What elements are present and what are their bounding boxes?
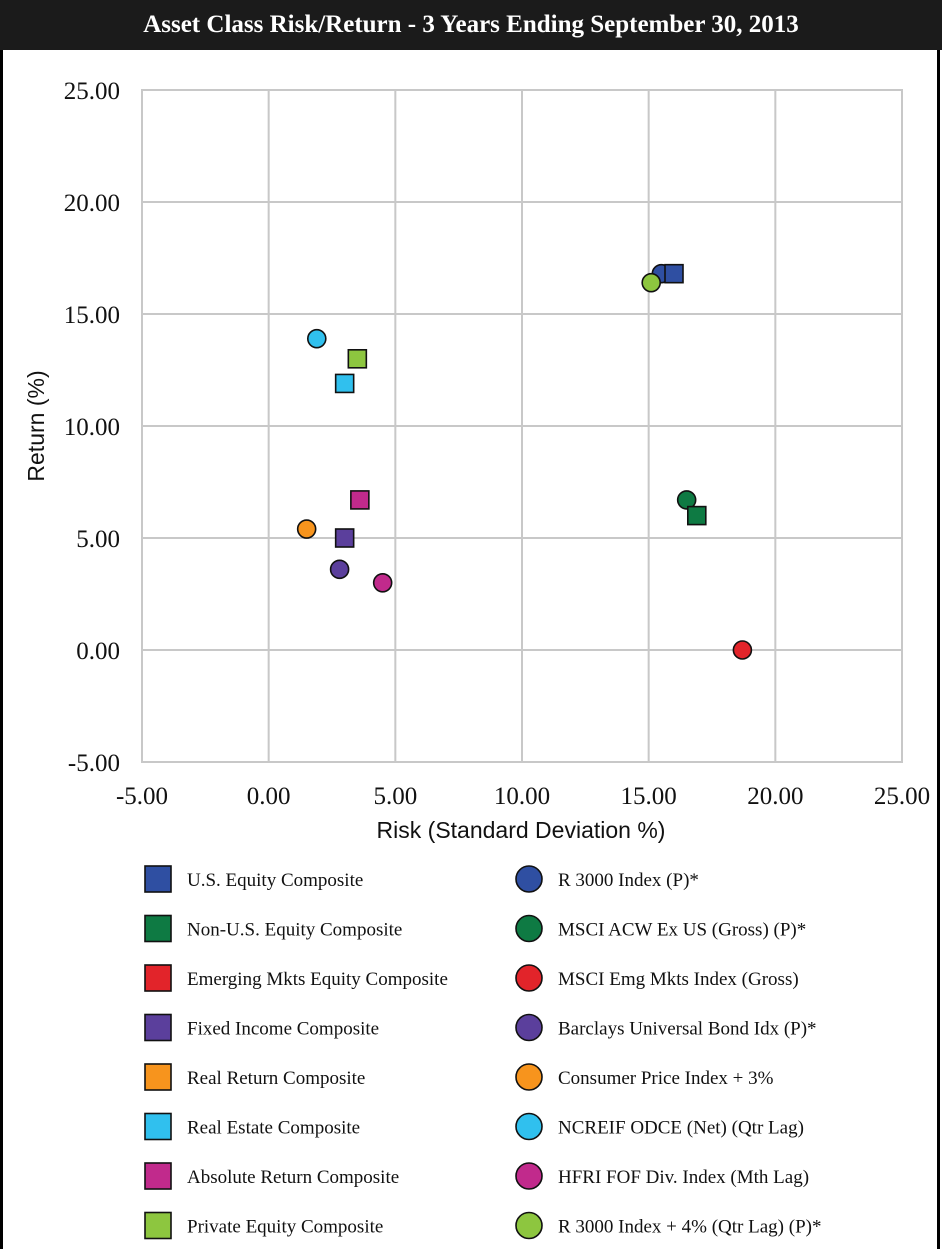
legend-swatch-circle	[515, 865, 543, 893]
point-msci-acw-ex-us-gross-p	[676, 490, 697, 510]
point-barclays-universal-bond-idx-p	[329, 559, 350, 580]
point-non-u-s-equity-composite	[686, 505, 707, 526]
legend-entry-label: Emerging Mkts Equity Composite	[187, 969, 448, 990]
grid	[141, 89, 903, 763]
legend-entry-label: Barclays Universal Bond Idx (P)*	[558, 1019, 817, 1040]
y-axis-label: Return (%)	[23, 370, 49, 481]
legend-entry-label: Fixed Income Composite	[187, 1019, 379, 1040]
legend-swatch-square	[144, 865, 172, 893]
x-tick-label: 20.00	[747, 783, 803, 810]
y-tick-label: 15.00	[64, 302, 120, 329]
plot-area	[141, 89, 903, 763]
legend-entry-label: U.S. Equity Composite	[187, 870, 363, 891]
point-msci-emg-mkts-index-gross	[732, 640, 753, 660]
legend-entry-label: HFRI FOF Div. Index (Mth Lag)	[558, 1167, 809, 1188]
point-real-estate-composite	[334, 373, 355, 394]
tick-labels: -5.00 0.00 5.00 10.00 15.00 20.00 25.00 25.00 20…	[64, 78, 930, 810]
x-tick-label: 25.00	[874, 783, 930, 810]
legend: U.S. Equity Composite Non-U.S. Equity Com…	[144, 865, 821, 1240]
legend-entry-label: NCREIF ODCE (Net) (Qtr Lag)	[558, 1118, 804, 1139]
y-tick-label: 10.00	[64, 414, 120, 441]
x-tick-label: 10.00	[494, 783, 550, 810]
legend-entry-label: Real Return Composite	[187, 1068, 365, 1089]
point-ncreif-odce-net-qtr-lag	[306, 328, 327, 349]
point-u-s-equity-composite	[664, 263, 684, 284]
legend-swatch-circle	[515, 1211, 543, 1240]
legend-entry-label: R 3000 Index (P)*	[558, 870, 699, 891]
point-hfri-fof-div-index-mth-lag	[372, 572, 393, 593]
legend-entry-label: Consumer Price Index + 3%	[558, 1068, 774, 1089]
legend-entry-label: Absolute Return Composite	[187, 1167, 399, 1188]
legend-swatch-square	[144, 1013, 172, 1042]
legend-swatch-square	[144, 964, 172, 992]
legend-entry-label: R 3000 Index + 4% (Qtr Lag) (P)*	[558, 1217, 821, 1238]
legend-swatch-circle	[515, 1013, 543, 1042]
point-r-3000-index-4-qtr-lag-p	[641, 272, 662, 293]
y-tick-label: 25.00	[64, 78, 120, 105]
chart-title: Asset Class Risk/Return - 3 Years Ending…	[0, 0, 942, 50]
y-tick-label: 0.00	[76, 638, 120, 665]
y-tick-label: -5.00	[68, 750, 120, 777]
y-tick-label: 5.00	[76, 526, 120, 553]
legend-swatch-circle	[515, 964, 543, 992]
legend-entry-label: MSCI ACW Ex US (Gross) (P)*	[558, 920, 806, 941]
y-tick-label: 20.00	[64, 190, 120, 217]
legend-swatch-circle	[515, 1112, 543, 1141]
legend-swatch-square	[144, 1112, 172, 1141]
legend-entry-label: Real Estate Composite	[187, 1118, 360, 1139]
legend-entry-label: MSCI Emg Mkts Index (Gross)	[558, 969, 799, 990]
legend-swatch-circle	[515, 914, 543, 943]
legend-swatch-circle	[515, 1063, 543, 1091]
x-tick-label: -5.00	[116, 783, 168, 810]
legend-swatch-square	[144, 1162, 172, 1190]
x-tick-label: 15.00	[621, 783, 677, 810]
x-tick-label: 0.00	[247, 783, 291, 810]
point-fixed-income-composite	[334, 528, 355, 548]
legend-entry-label: Private Equity Composite	[187, 1217, 383, 1238]
legend-swatch-square	[144, 1063, 172, 1091]
legend-swatch-square	[144, 914, 172, 943]
data-points	[296, 263, 753, 660]
legend-swatch-circle	[515, 1162, 543, 1190]
legend-swatch-square	[144, 1211, 172, 1240]
point-private-equity-composite	[347, 348, 368, 369]
x-tick-label: 5.00	[373, 783, 417, 810]
point-absolute-return-composite	[350, 490, 370, 510]
point-consumer-price-index-3	[296, 519, 317, 539]
legend-entry-label: Non-U.S. Equity Composite	[187, 920, 402, 941]
x-axis-label: Risk (Standard Deviation %)	[377, 817, 666, 843]
